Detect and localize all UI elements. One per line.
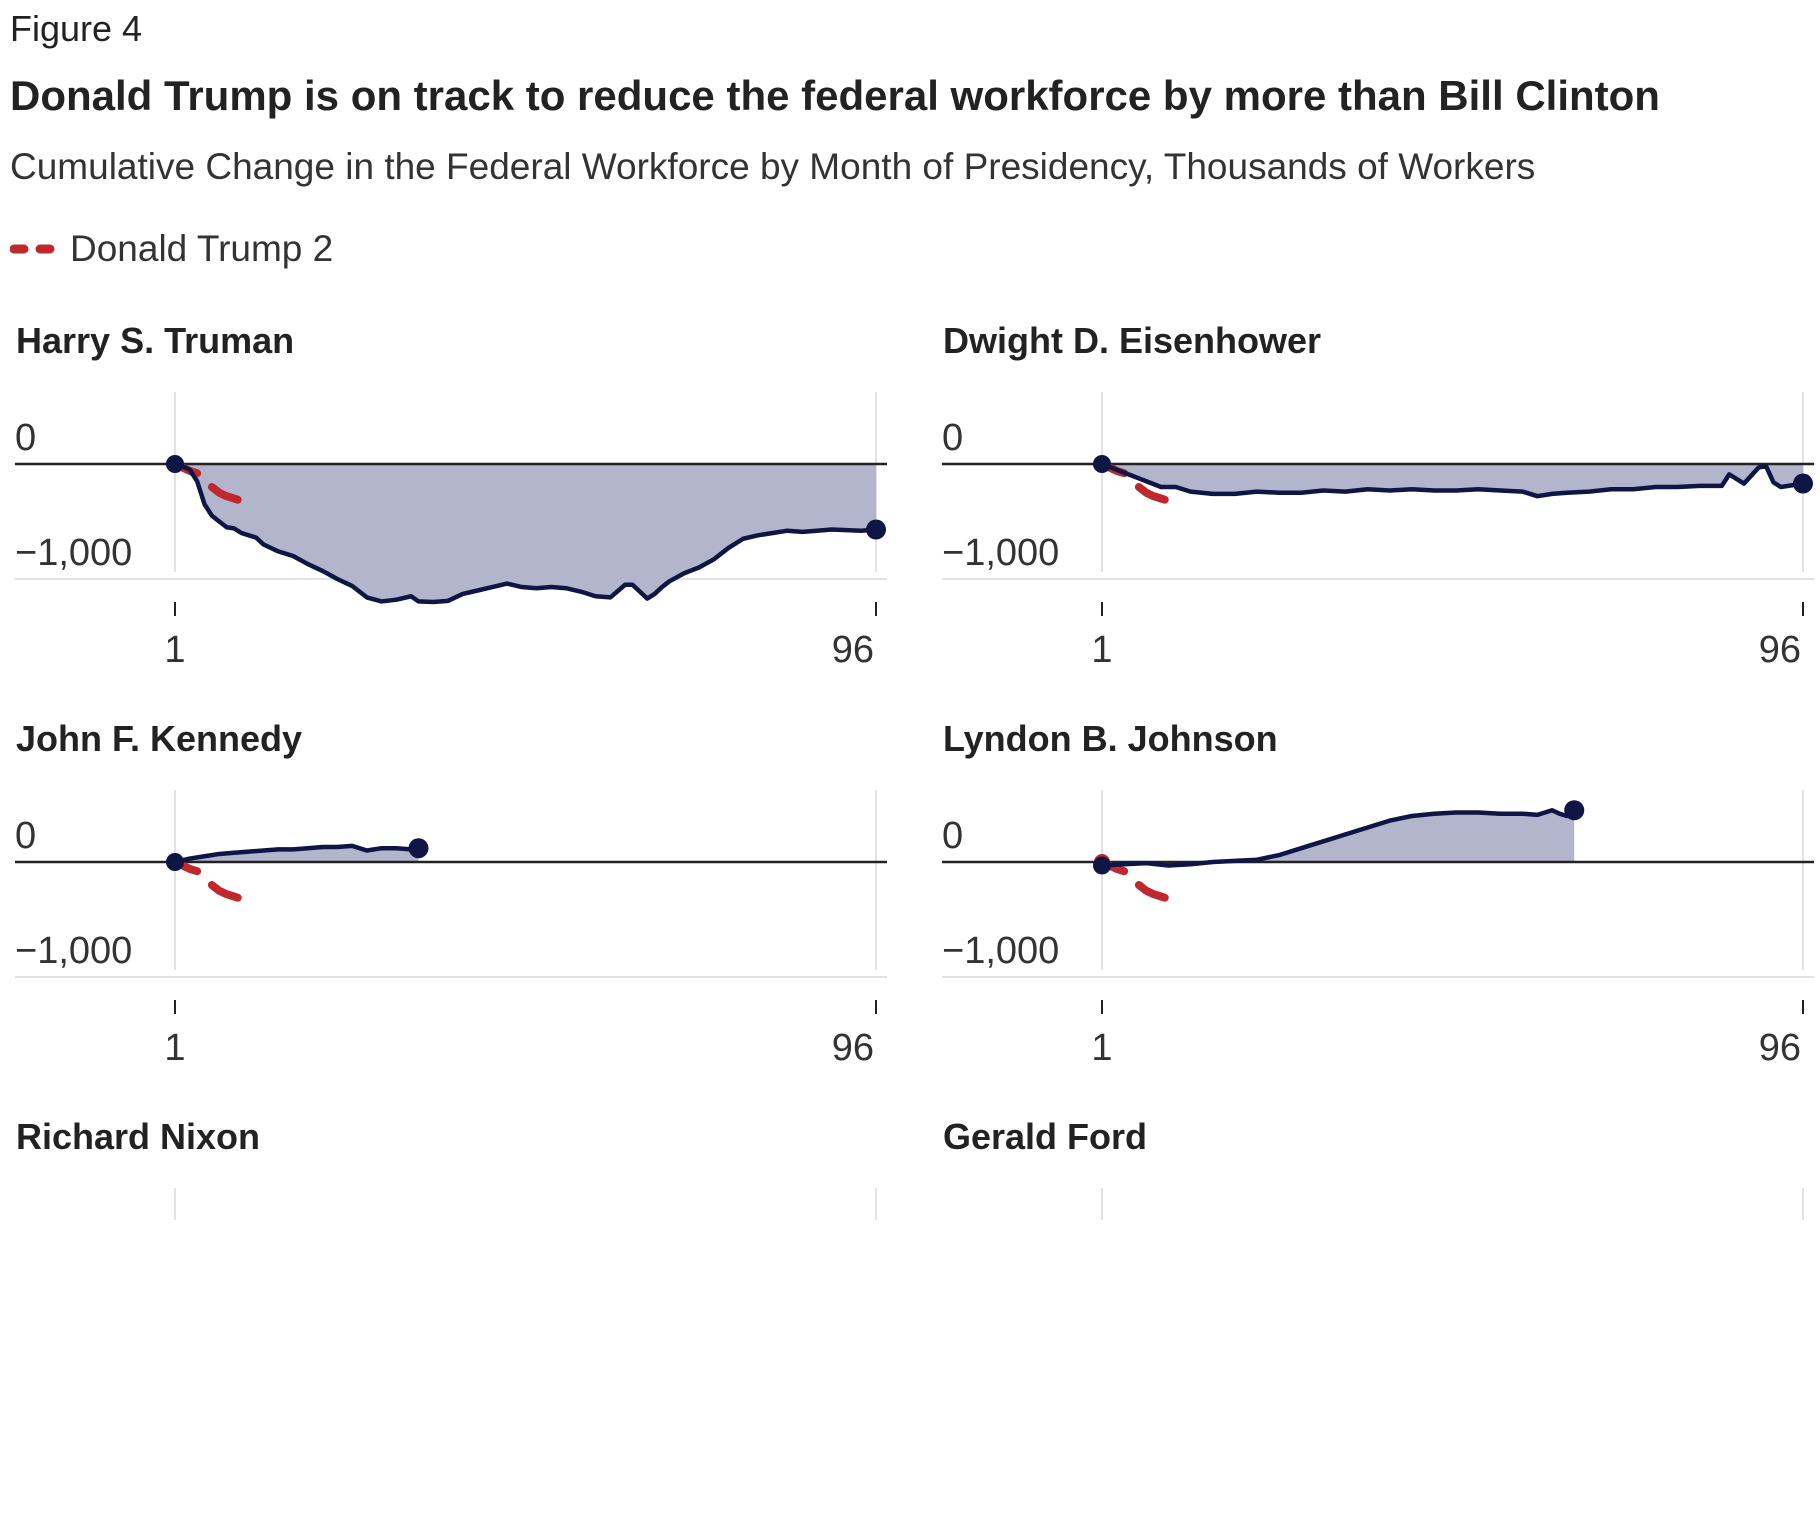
panel-nixon: Richard Nixon [10, 1116, 910, 1516]
x-tick-label: 96 [832, 1027, 874, 1069]
x-tick-label: 1 [164, 629, 185, 671]
president-series-line [1101, 461, 1804, 499]
x-tick-label: 96 [832, 629, 874, 671]
panel-title: Richard Nixon [16, 1116, 261, 1157]
series-end-dot [408, 838, 429, 859]
plot-nixon [174, 1188, 877, 1220]
president-series-line [174, 843, 419, 865]
x-tick-label: 1 [1091, 629, 1112, 671]
legend: Donald Trump 2 [10, 228, 333, 270]
plot-kennedy: 0 −1,000 1 96 [15, 790, 887, 1069]
trump-series-line [207, 483, 242, 504]
trump-series-line [207, 881, 242, 902]
y-tick-label: 0 [942, 417, 963, 459]
y-tick-label: 0 [942, 815, 963, 857]
panel-title: Gerald Ford [943, 1116, 1148, 1157]
plot-truman: 0 −1,000 1 96 [15, 392, 887, 671]
chart-title: Donald Trump is on track to reduce the f… [10, 72, 1660, 119]
legend-label: Donald Trump 2 [70, 228, 334, 269]
plot-johnson: 0 −1,000 1 96 [942, 790, 1814, 1069]
area-fill [175, 464, 876, 602]
series-end-dot [866, 519, 886, 540]
x-tick-label: 96 [1759, 629, 1801, 671]
y-tick-label: −1,000 [15, 930, 132, 972]
panel-ford: Gerald Ford [937, 1116, 1820, 1516]
chart-subtitle: Cumulative Change in the Federal Workfor… [10, 146, 1536, 187]
y-tick-label: 0 [15, 417, 36, 459]
trump-series-line [1134, 483, 1169, 504]
x-tick-label: 1 [1091, 1027, 1112, 1069]
series-start-dot [166, 853, 184, 871]
panel-eisenhower: Dwight D. Eisenhower 0 −1,000 1 96 [937, 320, 1820, 720]
panel-johnson: Lyndon B. Johnson 0 −1,000 1 96 [937, 718, 1820, 1118]
series-start-dot [1093, 455, 1111, 473]
series-start-dot [166, 455, 184, 473]
x-tick-label: 1 [164, 1027, 185, 1069]
x-tick-label: 96 [1759, 1027, 1801, 1069]
y-tick-label: −1,000 [15, 532, 132, 574]
figure-label: Figure 4 [10, 8, 143, 49]
panel-title: John F. Kennedy [16, 718, 303, 759]
legend-swatch-dashed [10, 244, 60, 254]
panel-truman: Harry S. Truman 0 −1,000 1 96 [10, 320, 910, 720]
series-end-dot [1564, 800, 1585, 821]
series-start-dot [1093, 856, 1111, 875]
trump-series-line [1134, 881, 1169, 902]
panel-title: Lyndon B. Johnson [943, 718, 1278, 759]
plot-eisenhower: 0 −1,000 1 96 [942, 392, 1814, 671]
series-end-dot [1793, 473, 1813, 494]
y-tick-label: −1,000 [942, 532, 1059, 574]
president-series-line [174, 461, 877, 605]
y-tick-label: 0 [15, 815, 36, 857]
panel-title: Dwight D. Eisenhower [943, 320, 1322, 361]
panel-title: Harry S. Truman [16, 320, 295, 361]
y-tick-label: −1,000 [942, 930, 1059, 972]
plot-ford [1101, 1188, 1804, 1220]
panel-kennedy: John F. Kennedy 0 −1,000 1 96 [10, 718, 910, 1118]
president-series-line [1101, 808, 1576, 868]
